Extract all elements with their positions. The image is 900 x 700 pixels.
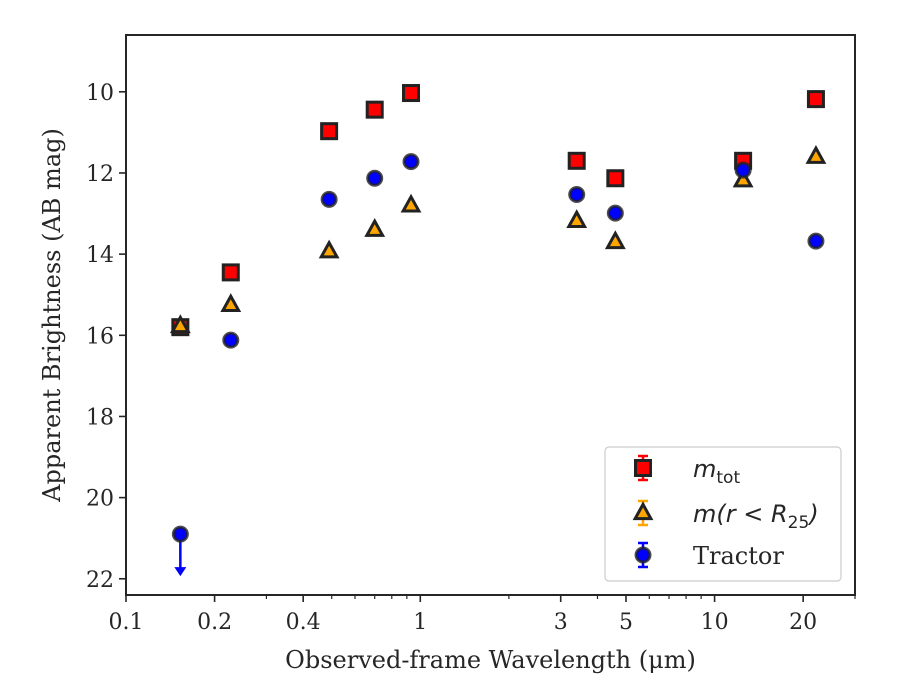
legend-label-rest: (r < R xyxy=(716,500,787,528)
legend-label-subscript: tot xyxy=(716,468,740,488)
data-point xyxy=(606,169,625,188)
data-point xyxy=(402,153,420,171)
series-triangle-group xyxy=(169,145,827,334)
x-tick-label: 1 xyxy=(413,610,427,635)
y-tick-label: 20 xyxy=(86,487,114,512)
legend-label-base: Tractor xyxy=(693,542,784,570)
x-tick-label: 0.1 xyxy=(109,610,144,635)
data-point xyxy=(734,161,752,179)
y-axis-title: Apparent Brightness (AB mag) xyxy=(38,128,66,503)
y-tick-label: 14 xyxy=(86,243,114,268)
legend-box xyxy=(604,446,842,582)
data-point xyxy=(806,90,825,109)
data-point xyxy=(606,204,624,222)
data-point xyxy=(568,185,586,203)
data-point xyxy=(169,314,191,334)
upper-limit-arrow-head xyxy=(174,567,187,577)
legend-label: mtot xyxy=(693,455,740,488)
legend-label: Tractor xyxy=(693,542,784,570)
legend-marker xyxy=(632,501,654,521)
legend-label: m(r < R25) xyxy=(693,500,819,533)
legend-label-subscript: 25 xyxy=(788,513,810,533)
y-tick-label: 12 xyxy=(86,162,114,187)
legend-label-tail: ) xyxy=(807,500,818,528)
data-point xyxy=(807,232,825,250)
legend-label-base: m xyxy=(693,455,716,483)
x-tick-label: 20 xyxy=(789,610,817,635)
y-tick-label: 16 xyxy=(86,324,114,349)
data-point xyxy=(318,239,340,259)
data-point xyxy=(222,331,240,349)
x-tick-label: 5 xyxy=(619,610,633,635)
axes-layer: 0.1 0.2 0.4 1 3 5 10 20 10 12 14 16 18 20 22 xyxy=(86,81,856,635)
markers-layer xyxy=(169,84,827,577)
x-tick-label: 0.2 xyxy=(197,610,232,635)
x-tick-label: 10 xyxy=(701,610,729,635)
data-point xyxy=(604,230,626,250)
plot-frame xyxy=(125,34,856,596)
x-tick-label: 0.4 xyxy=(286,610,321,635)
data-point xyxy=(366,169,384,187)
data-point xyxy=(732,168,754,188)
x-axis-title: Observed-frame Wavelength (μm) xyxy=(285,646,696,674)
data-point xyxy=(567,151,586,170)
data-point xyxy=(221,263,240,282)
data-point xyxy=(171,525,189,543)
data-point xyxy=(364,218,386,237)
y-tick-label: 18 xyxy=(86,405,114,430)
y-tick-label: 10 xyxy=(86,81,114,106)
data-point xyxy=(220,293,242,312)
data-point xyxy=(365,100,384,119)
data-point xyxy=(400,193,422,213)
legend-label-base: m xyxy=(693,500,716,528)
legend-marker xyxy=(634,546,652,564)
data-point xyxy=(566,209,588,228)
data-point xyxy=(402,84,421,103)
legend-marker xyxy=(634,459,652,477)
y-tick-label: 22 xyxy=(86,568,114,593)
data-point xyxy=(805,145,827,164)
data-point xyxy=(320,190,338,208)
series-circle-group xyxy=(171,153,825,577)
x-tick-label: 3 xyxy=(554,610,568,635)
data-point xyxy=(320,122,339,141)
